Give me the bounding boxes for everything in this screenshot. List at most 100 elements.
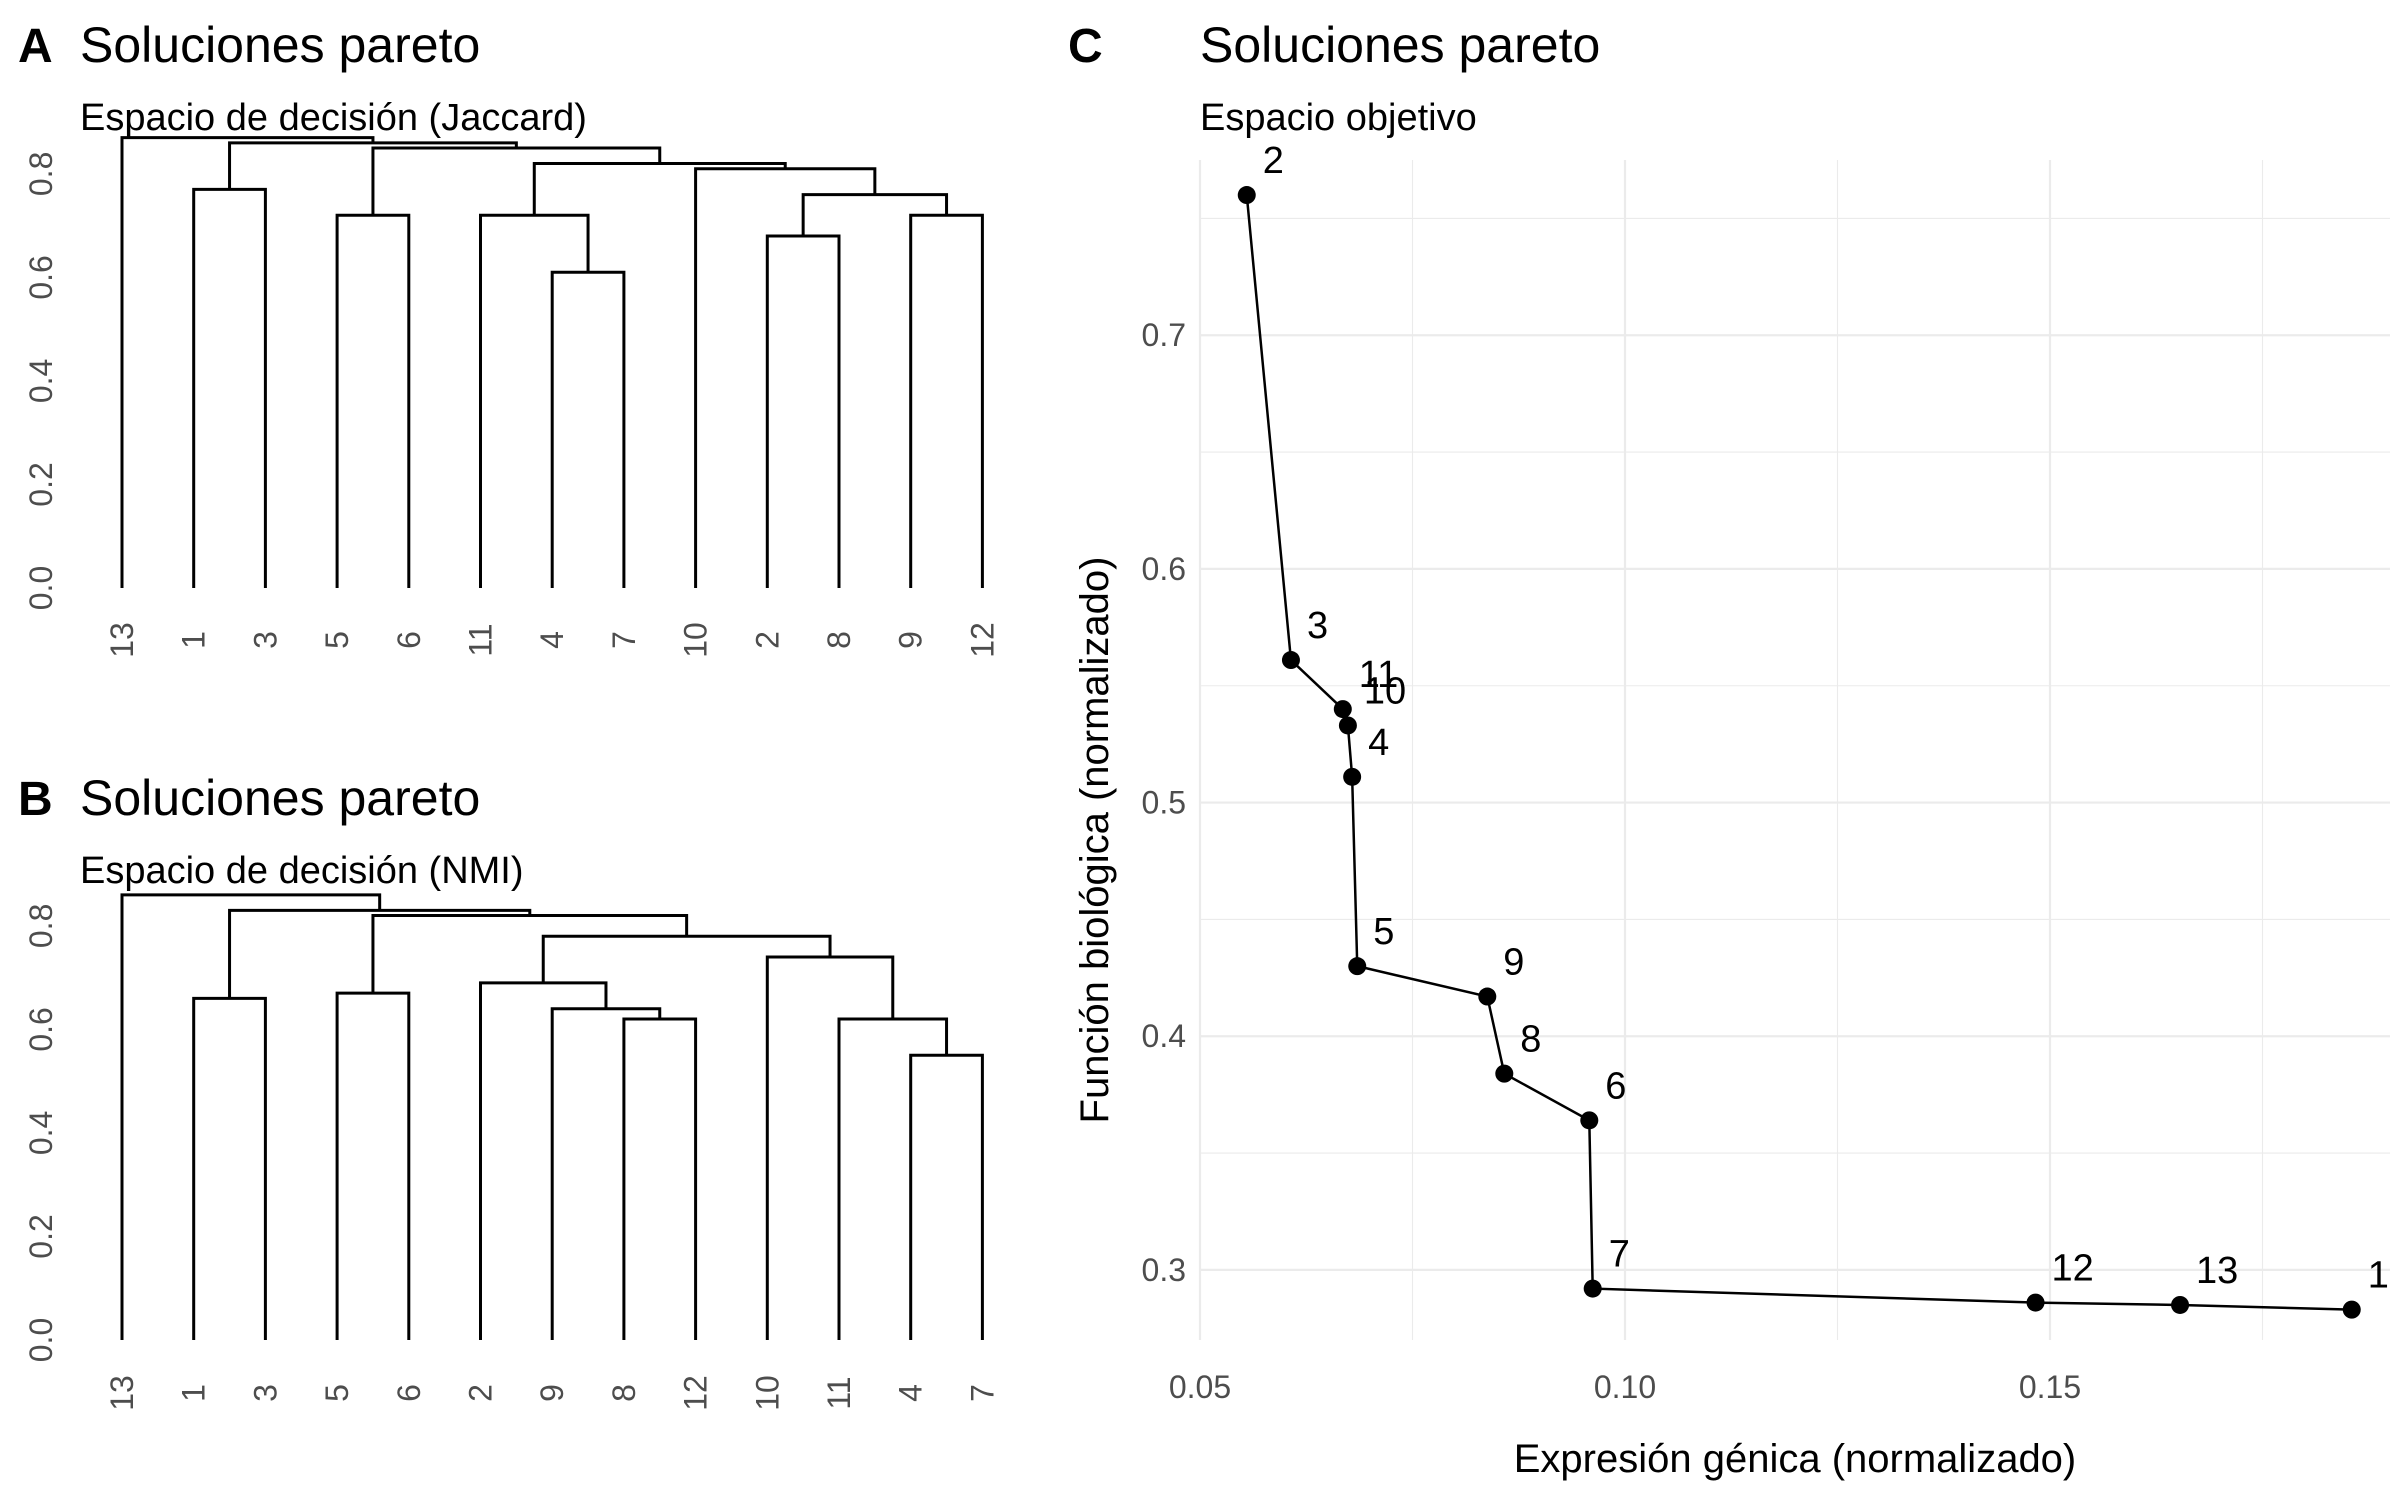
dendrogram-branch: [532, 162, 787, 216]
leaf-label: 9: [893, 631, 929, 649]
panel-c-title: Soluciones pareto: [1200, 17, 1600, 73]
leaf-label: 13: [104, 622, 140, 658]
panel-b-title: Soluciones pareto: [80, 770, 480, 826]
y-tick-label: 0.8: [23, 152, 59, 196]
pareto-point-label: 10: [1364, 670, 1406, 712]
dendrogram-branch: [120, 893, 382, 1340]
pareto-point-label: 1: [2368, 1255, 2389, 1297]
pareto-point-label: 12: [2052, 1248, 2094, 1290]
pareto-point-label: 6: [1605, 1065, 1626, 1107]
dendrogram-branch: [228, 908, 532, 999]
panel-a-title: Soluciones pareto: [80, 17, 480, 73]
panel-b-letter: B: [18, 773, 53, 826]
x-tick-label: 0.15: [2019, 1369, 2081, 1405]
leaf-label: 7: [606, 631, 642, 649]
y-tick-label: 0.6: [23, 255, 59, 299]
y-tick-label: 0.5: [1142, 785, 1186, 821]
dendrogram-branch: [192, 187, 267, 588]
leaf-label: 4: [534, 631, 570, 649]
leaf-label: 13: [104, 1375, 140, 1411]
panel-c-subtitle: Espacio objetivo: [1200, 97, 1477, 139]
y-tick-label: 0.6: [23, 1007, 59, 1051]
leaf-label: 2: [463, 1384, 499, 1402]
y-tick-label: 0.4: [23, 359, 59, 403]
leaf-label: 10: [749, 1375, 785, 1411]
pareto-point-label: 4: [1368, 722, 1389, 764]
y-axis-title: Función biológica (normalizado): [1073, 557, 1117, 1124]
y-tick-label: 0.3: [1142, 1252, 1186, 1288]
leaf-label: 8: [606, 1384, 642, 1402]
panel-c-letter: C: [1068, 20, 1103, 73]
leaf-label: 3: [247, 631, 283, 649]
leaf-label: 11: [463, 623, 499, 656]
y-tick-label: 0.4: [1142, 1018, 1186, 1054]
pareto-point: [1348, 957, 1367, 976]
dendrogram-branch: [622, 1017, 698, 1340]
pareto-point-label: 8: [1520, 1019, 1541, 1061]
pareto-point: [1583, 1279, 1602, 1298]
dendrogram-branch: [765, 234, 841, 588]
y-tick-label: 0.4: [23, 1111, 59, 1155]
leaf-label: 1: [176, 1384, 212, 1402]
dendrogram-branch: [837, 1017, 949, 1340]
leaf-label: 2: [749, 631, 785, 649]
dendrogram-branch: [228, 141, 518, 190]
leaf-label: 11: [821, 1376, 857, 1409]
y-tick-label: 0.6: [1142, 551, 1186, 587]
pareto-point: [1478, 987, 1497, 1006]
dendrogram-branch: [335, 213, 411, 588]
pareto-point: [2171, 1295, 2190, 1314]
pareto-point: [1343, 767, 1362, 786]
leaf-label: 10: [678, 622, 714, 658]
pareto-point-label: 3: [1307, 605, 1328, 647]
pareto-point-label: 9: [1503, 942, 1524, 984]
pareto-point-label: 2: [1263, 140, 1284, 182]
x-axis-title: Expresión génica (normalizado): [1514, 1437, 2077, 1481]
y-tick-label: 0.7: [1142, 317, 1186, 353]
panel-a-subtitle: Espacio de decisión (Jaccard): [80, 97, 587, 139]
pareto-point: [1338, 716, 1357, 735]
pareto-point: [1281, 651, 1300, 670]
dendrogram-jaccard: 0.00.20.40.60.813 1 3 5 6 11 4 7 10 2 8 9 12: [23, 136, 1000, 658]
leaf-label: 7: [964, 1384, 1000, 1402]
dendrogram-branch: [550, 270, 626, 588]
dendrogram-branch: [479, 981, 608, 1340]
pareto-point: [1237, 186, 1256, 205]
leaf-label: 6: [391, 631, 427, 649]
dendrogram-branch: [335, 991, 411, 1340]
pareto-point-label: 13: [2196, 1250, 2238, 1292]
panel-a-letter: A: [18, 20, 53, 73]
leaf-label: 6: [391, 1384, 427, 1402]
leaf-label: 12: [678, 1375, 714, 1411]
dendrogram-branch: [541, 934, 832, 983]
leaf-label: 4: [893, 1384, 929, 1402]
leaf-label: 12: [964, 622, 1000, 658]
pareto-point: [1495, 1064, 1514, 1083]
pareto-point-label: 11: [1359, 654, 1398, 696]
pareto-point: [1333, 700, 1352, 719]
leaf-label: 8: [821, 631, 857, 649]
y-tick-label: 0.2: [23, 1214, 59, 1258]
pareto-point-label: 7: [1609, 1234, 1630, 1276]
leaf-label: 5: [319, 1384, 355, 1402]
dendrogram-branch: [120, 136, 375, 588]
leaf-label: 9: [534, 1384, 570, 1402]
dendrogram-branch: [765, 955, 895, 1340]
leaf-label: 3: [247, 1384, 283, 1402]
y-tick-label: 0.0: [23, 1318, 59, 1362]
x-tick-label: 0.05: [1169, 1369, 1231, 1405]
dendrogram-branch: [192, 996, 267, 1340]
dendrogram-branch: [371, 146, 662, 216]
y-tick-label: 0.2: [23, 462, 59, 506]
panel-b-subtitle: Espacio de decisión (NMI): [80, 850, 524, 892]
dendrogram-branch: [909, 213, 984, 588]
x-tick-label: 0.10: [1594, 1369, 1656, 1405]
pareto-point: [2342, 1300, 2361, 1319]
dendrogram-branch: [909, 1053, 984, 1340]
dendrogram-branch: [550, 1007, 662, 1340]
y-tick-label: 0.0: [23, 566, 59, 610]
leaf-label: 5: [319, 631, 355, 649]
dendrogram-nmi: 0.00.20.40.60.813 1 3 5 6 2 9 8 12 10 11 4 7: [23, 893, 1000, 1411]
